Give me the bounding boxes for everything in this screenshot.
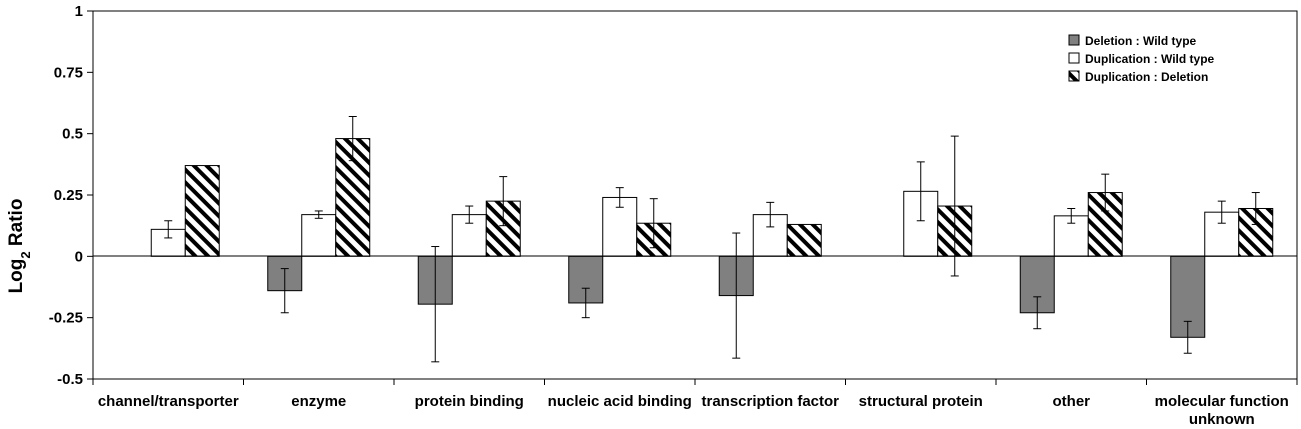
category-label: other (1053, 393, 1091, 410)
category-labels: channel/transporter enzyme protein binding… (92, 379, 1298, 428)
y-axis-label-subscript: 2 (18, 251, 33, 258)
category-label: transcription factor (701, 393, 839, 410)
legend-swatch (1068, 52, 1080, 64)
y-axis-label: Log2 Ratio (6, 199, 33, 294)
legend-label: Deletion : Wild type (1085, 34, 1197, 48)
error-bars (164, 115, 1260, 363)
plot-frame (92, 10, 1298, 380)
y-tick-label: 0.75 (54, 64, 83, 81)
y-tick-label: -0.5 (57, 371, 83, 388)
y-axis-ticks: 1 0.75 0.5 0.25 0 -0.25 -0.5 (49, 3, 93, 388)
legend-swatch (1068, 70, 1080, 82)
legend-label: Duplication : Deletion (1085, 70, 1208, 84)
legend-label: Duplication : Wild type (1085, 52, 1215, 66)
bar (184, 165, 220, 257)
category-label: enzyme (291, 393, 346, 410)
bar (786, 223, 822, 257)
bars (150, 138, 1274, 338)
category-label: structural protein (859, 393, 983, 410)
y-tick-label: 0.25 (54, 187, 83, 204)
y-tick-label: -0.25 (49, 310, 83, 327)
y-axis-label-main: Log (6, 259, 27, 294)
category-label: nucleic acid binding (548, 393, 692, 410)
legend-swatch (1068, 34, 1080, 46)
category-label: unknown (1189, 411, 1255, 428)
y-tick-label: 0 (75, 248, 83, 265)
y-tick-label: 1 (75, 3, 83, 20)
bar (301, 214, 337, 257)
category-label: protein binding (415, 393, 524, 410)
legend: Deletion : Wild type Duplication : Wild t… (1068, 34, 1215, 84)
category-label: molecular function (1155, 393, 1289, 410)
y-axis-label-tail: Ratio (6, 199, 27, 252)
category-label: channel/transporter (98, 393, 239, 410)
y-tick-label: 0.5 (62, 126, 83, 143)
